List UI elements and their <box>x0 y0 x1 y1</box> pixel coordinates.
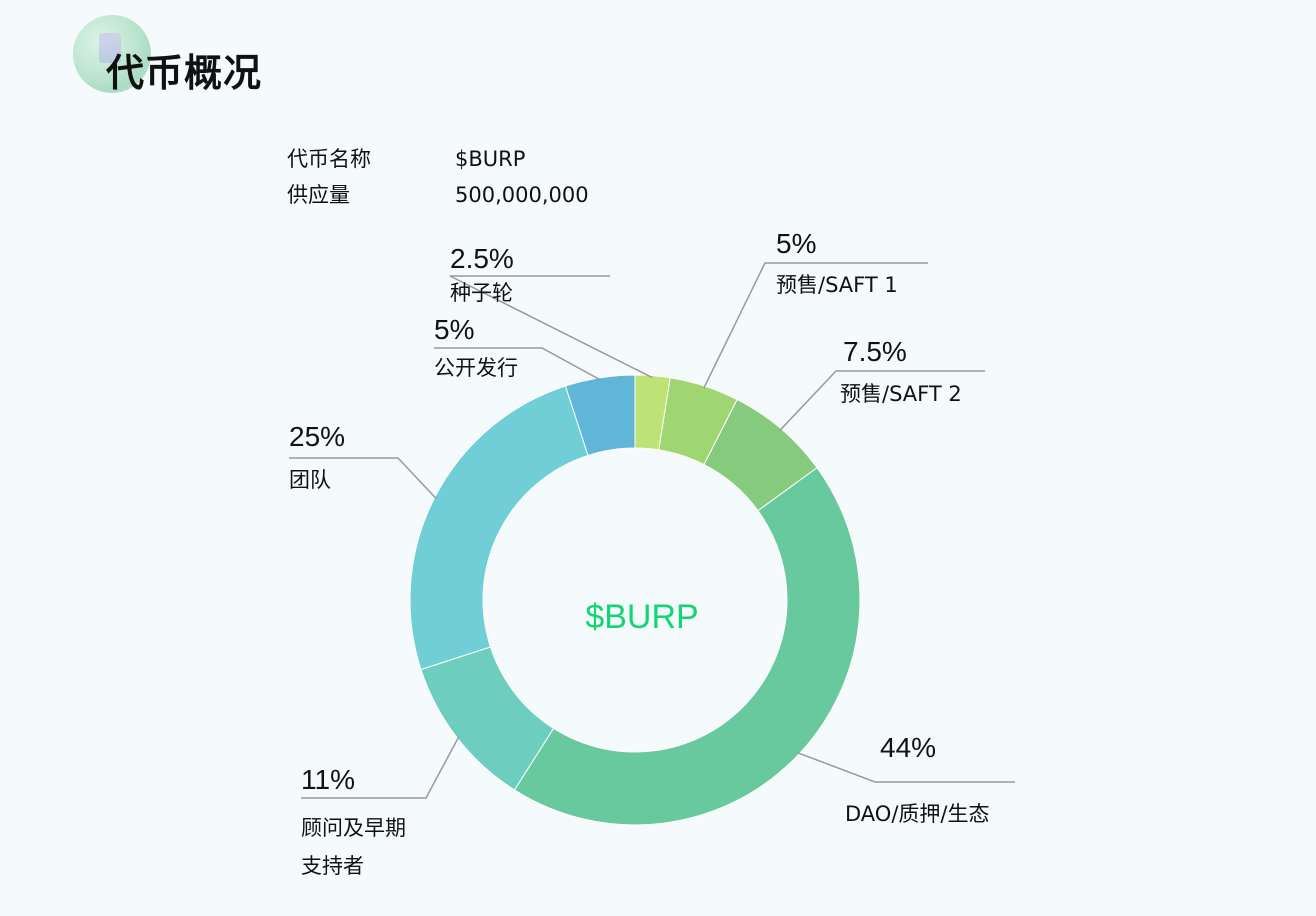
chart-center-label: $BURP <box>585 598 698 636</box>
donut-slice <box>564 374 636 457</box>
leader-line <box>449 275 653 379</box>
token-name-value: $BURP <box>455 147 526 171</box>
slice-category-label: 公开发行 <box>434 356 518 380</box>
supply-value: 500,000,000 <box>455 183 589 207</box>
slice-percent-label: 5% <box>434 314 474 345</box>
logo-image <box>99 33 121 63</box>
slice-category-label: 顾问及早期支持者 <box>301 816 406 878</box>
token-name-label: 代币名称 <box>287 147 371 171</box>
slice-category-label: 预售/SAFT 2 <box>840 382 962 406</box>
donut-slice <box>513 467 861 826</box>
leader-line <box>797 751 1015 783</box>
leader-line <box>289 457 437 500</box>
slice-percent-label: 7.5% <box>843 336 907 367</box>
supply-label: 供应量 <box>287 183 350 207</box>
leader-line <box>301 736 460 799</box>
donut-slice <box>409 385 589 671</box>
slice-category-label: 预售/SAFT 1 <box>776 273 898 297</box>
page-title: 代币概况 <box>106 51 263 95</box>
slice-category-label: 团队 <box>289 468 331 492</box>
slice-percent-label: 25% <box>289 421 345 452</box>
slice-percent-label: 44% <box>880 732 936 763</box>
slice-percent-label: 11% <box>301 764 355 795</box>
logo-badge <box>73 15 151 93</box>
leader-line <box>779 370 985 431</box>
leader-line <box>703 262 928 389</box>
leader-line <box>434 347 601 381</box>
slice-category-label: DAO/质押/生态 <box>845 802 989 826</box>
slice-category-label: 种子轮 <box>450 281 513 305</box>
slice-percent-label: 2.5% <box>450 243 514 274</box>
slice-percent-label: 5% <box>776 228 816 259</box>
